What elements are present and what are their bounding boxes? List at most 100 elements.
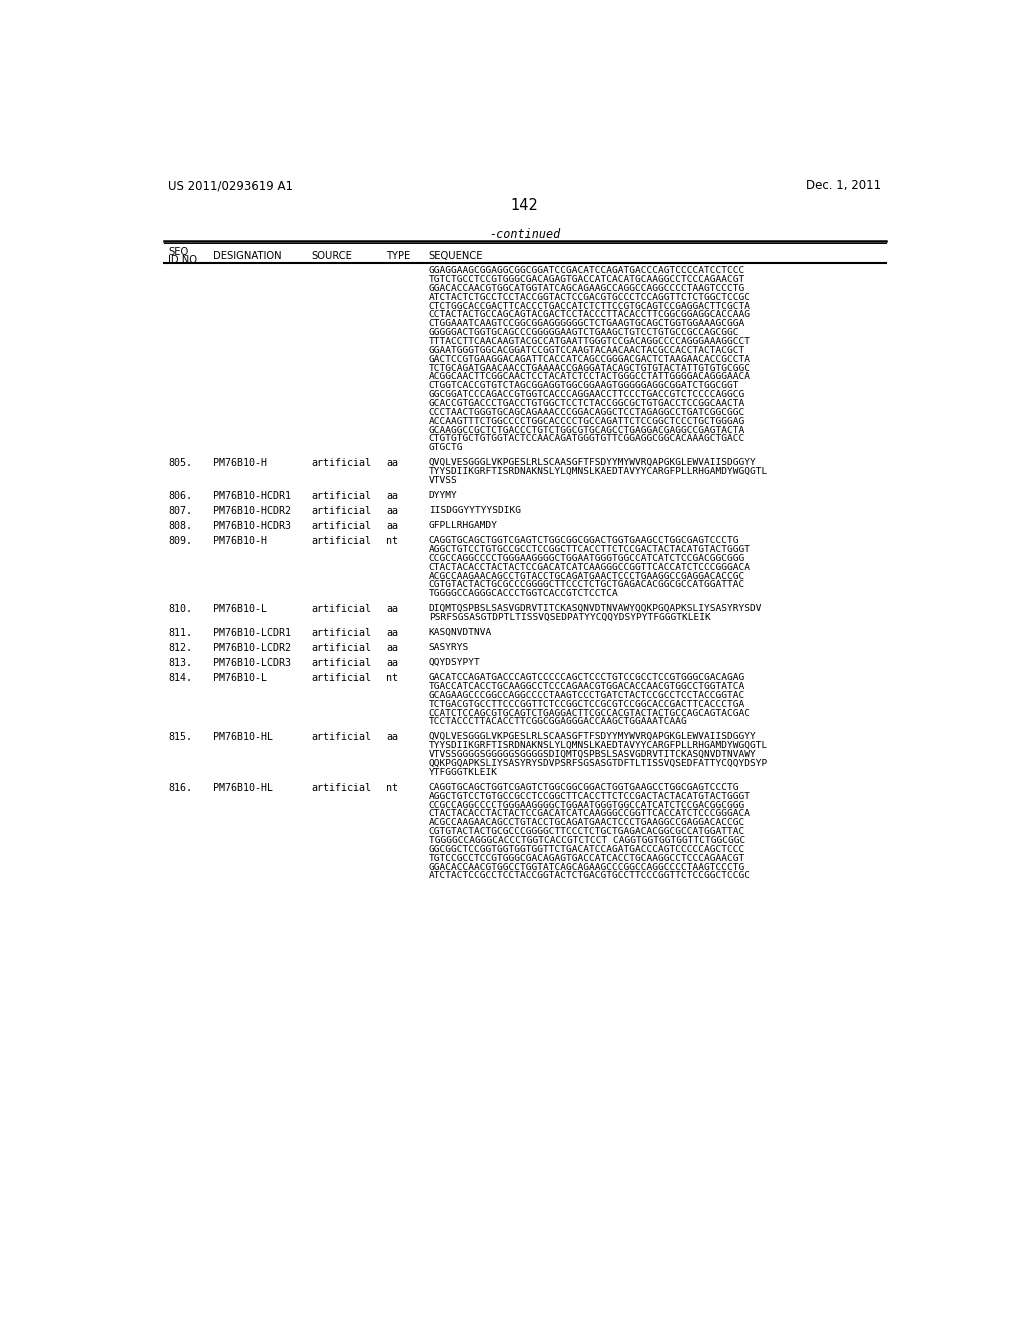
Text: TCCTACCCTTACACCTTCGGCGGAGGGACCAAGCTGGAAATCAAG: TCCTACCCTTACACCTTCGGCGGAGGGACCAAGCTGGAAA… [429, 718, 687, 726]
Text: 814.: 814. [168, 673, 193, 684]
Text: ACCAAGTTTCTGGCCCCTGGCACCCCTGCCAGATTCTCCGGCTCCCTGCTGGGAG: ACCAAGTTTCTGGCCCCTGGCACCCCTGCCAGATTCTCCG… [429, 417, 744, 426]
Text: aa: aa [386, 733, 398, 742]
Text: PSRFSGSASGTDPTLTISSVQSEDPATYYCQQYDSYPYTFGGGTKLЕIK: PSRFSGSASGTDPTLTISSVQSEDPATYYCQQYDSYPYTF… [429, 612, 711, 622]
Text: 805.: 805. [168, 458, 193, 469]
Text: TTTACCTTCAACAAGTACGCCATGAATTGGGTCCGACAGGCCCCAGGGAAAGGCCT: TTTACCTTCAACAAGTACGCCATGAATTGGGTCCGACAGG… [429, 337, 751, 346]
Text: SEQUENCE: SEQUENCE [429, 251, 483, 261]
Text: TGGGGCCAGGGCACCCTGGTCACCGTCTCCT CAGGTGGTGGTGGTTCTGGCGGC: TGGGGCCAGGGCACCCTGGTCACCGTCTCCT CAGGTGGT… [429, 836, 744, 845]
Text: GFPLLRHGAMDY: GFPLLRHGAMDY [429, 521, 498, 531]
Text: 810.: 810. [168, 605, 193, 614]
Text: GGCGGATCCCAGACCGTGGTCACCCAGGAACCTTCCCTGACCGTCTCCCCAGGCG: GGCGGATCCCAGACCGTGGTCACCCAGGAACCTTCCCTGA… [429, 391, 744, 399]
Text: TCTGACGTGCCTTCCCGGTTCTCCGGCTCCGCGTCCGGCACCGACTTCACCCTGA: TCTGACGTGCCTTCCCGGTTCTCCGGCTCCGCGTCCGGCA… [429, 700, 744, 709]
Text: Dec. 1, 2011: Dec. 1, 2011 [806, 180, 882, 193]
Text: QVQLVESGGGLVKPGESLRLSCAASGFTFSDYYMYWVRQAPGKGLEWVAIISDGGYY: QVQLVESGGGLVKPGESLRLSCAASGFTFSDYYMYWVRQA… [429, 458, 757, 467]
Text: aa: aa [386, 628, 398, 638]
Text: ACGGCAACTTCGGCAACTCCTACATCTCCTACTGGGCCTATTGGGGACAGGGAACA: ACGGCAACTTCGGCAACTCCTACATCTCCTACTGGGCCTA… [429, 372, 751, 381]
Text: GACATCCAGATGACCCAGTCCCCCAGCTCCCTGTCCGCCTCCGTGGGCGACAGAG: GACATCCAGATGACCCAGTCCCCCAGCTCCCTGTCCGCCT… [429, 673, 744, 682]
Text: TGTCTGCCTCCGTGGGCGACAGAGTGACCATCACATGCAAGGCCTCCCAGAACGT: TGTCTGCCTCCGTGGGCGACAGAGTGACCATCACATGCAA… [429, 275, 744, 284]
Text: aa: aa [386, 506, 398, 516]
Text: PM76B10-HCDR1: PM76B10-HCDR1 [213, 491, 291, 502]
Text: CGTGTACTACTGCGCCCGGGGCTTCCCTCTGCTGAGACACGGCGCCATGGATTAC: CGTGTACTACTGCGCCCGGGGCTTCCCTCTGCTGAGACAC… [429, 581, 744, 589]
Text: -continued: -continued [489, 227, 560, 240]
Text: ACGCCAAGAACAGCCTGTACCTGCAGATGAACTCCCTGAAGGCCGAGGACACCGC: ACGCCAAGAACAGCCTGTACCTGCAGATGAACTCCCTGAA… [429, 818, 744, 828]
Text: VTVSS: VTVSS [429, 477, 458, 484]
Text: GGAGGAAGCGGAGGCGGCGGATCCGACATCCAGATGACCCAGTCCCCATCCTCCC: GGAGGAAGCGGAGGCGGCGGATCCGACATCCAGATGACCC… [429, 267, 744, 275]
Text: 807.: 807. [168, 506, 193, 516]
Text: QQYDSYPYT: QQYDSYPYT [429, 659, 480, 667]
Text: artificial: artificial [311, 605, 372, 614]
Text: GGAATGGGTGGCACGGATCCGGTCCAAGTACAACAACTACGCCACCTACTACGCT: GGAATGGGTGGCACGGATCCGGTCCAAGTACAACAACTAC… [429, 346, 744, 355]
Text: TCTGCAGATGAACAACCTGAAAACCGAGGATACAGCTGTGTACTATTGTGTGCGGC: TCTGCAGATGAACAACCTGAAAACCGAGGATACAGCTGTG… [429, 363, 751, 372]
Text: 809.: 809. [168, 536, 193, 546]
Text: artificial: artificial [311, 673, 372, 684]
Text: 816.: 816. [168, 783, 193, 793]
Text: AGGCTGTCCTGTGCCGCCTCCGGCTTCACCTTCTCCGACTACTACATGTACTGGGT: AGGCTGTCCTGTGCCGCCTCCGGCTTCACCTTCTCCGACT… [429, 545, 751, 554]
Text: artificial: artificial [311, 733, 372, 742]
Text: CTACTACACCTACTACTCCGACATCATCAAGGGCCGGTTCACCATCTCCCGGGACA: CTACTACACCTACTACTCCGACATCATCAAGGGCCGGTTC… [429, 809, 751, 818]
Text: DIQMTQSPBSLSASVGDRVTITCKASQNVDTNVAWYQQKPGQAPKSLIYSASYRYSDV: DIQMTQSPBSLSASVGDRVTITCKASQNVDTNVAWYQQKP… [429, 605, 762, 614]
Text: PM76B10-LCDR1: PM76B10-LCDR1 [213, 628, 291, 638]
Text: SEQ: SEQ [168, 247, 188, 257]
Text: AGGCTGTCCTGTGCCGCCTCCGGCTTCACCTTCTCCGACTACTACATGTACTGGGT: AGGCTGTCCTGTGCCGCCTCCGGCTTCACCTTCTCCGACT… [429, 792, 751, 801]
Text: CTGGTCACCGTGTCTAGCGGAGGTGGCGGAAGTGGGGGAGGCGGATCTGGCGGT: CTGGTCACCGTGTCTAGCGGAGGTGGCGGAAGTGGGGGAG… [429, 381, 739, 391]
Text: 808.: 808. [168, 521, 193, 531]
Text: artificial: artificial [311, 783, 372, 793]
Text: CTCTGGCACCGACTTCACCCTGACCATCTCTTCCGTGCAGTCCGAGGACTTCGCTA: CTCTGGCACCGACTTCACCCTGACCATCTCTTCCGTGCAG… [429, 302, 751, 310]
Text: artificial: artificial [311, 659, 372, 668]
Text: GGCGGCTCCGGTGGTGGTGGTTCTGACATCCAGATGACCCAGTCCCCCAGCTCCC: GGCGGCTCCGGTGGTGGTGGTTCTGACATCCAGATGACCC… [429, 845, 744, 854]
Text: artificial: artificial [311, 458, 372, 469]
Text: GCACCGTGACCCTGACCTGTGGCTCCTCTACCGGCGCTGTGACCTCCGGCAACTA: GCACCGTGACCCTGACCTGTGGCTCCTCTACCGGCGCTGT… [429, 399, 744, 408]
Text: 806.: 806. [168, 491, 193, 502]
Text: TGTCCGCCTCCGTGGGCGACAGAGTGACCATCACCTGCAAGGCCTCCCAGAACGT: TGTCCGCCTCCGTGGGCGACAGAGTGACCATCACCTGCAA… [429, 854, 744, 863]
Text: aa: aa [386, 605, 398, 614]
Text: PM76B10-L: PM76B10-L [213, 673, 267, 684]
Text: GCAGAAGCCCGGCCAGGCCCCTAAGTCCCTGATCTACTCCGCCTCCTACCGGTAC: GCAGAAGCCCGGCCAGGCCCCTAAGTCCCTGATCTACTCC… [429, 690, 744, 700]
Text: TYYSDIIKGRFTISRDNAKNSLYLQMNSLKAEDTAVYYCARGFPLLRHGAMDYWGQGTL: TYYSDIIKGRFTISRDNAKNSLYLQMNSLKAEDTAVYYCA… [429, 742, 768, 750]
Text: CTACTACACCTACTACTCCGACATCATCAAGGGCCGGTTCACCATCTCCCGGGACA: CTACTACACCTACTACTCCGACATCATCAAGGGCCGGTTC… [429, 562, 751, 572]
Text: IISDGGYYTYYSDIKG: IISDGGYYTYYSDIKG [429, 506, 520, 515]
Text: nt: nt [386, 783, 398, 793]
Text: 812.: 812. [168, 643, 193, 653]
Text: CCGCCAGGCCCCTGGGAAGGGGCTGGAATGGGTGGCCATCATCTCCGACGGCGGG: CCGCCAGGCCCCTGGGAAGGGGCTGGAATGGGTGGCCATC… [429, 800, 744, 809]
Text: PM76B10-H: PM76B10-H [213, 536, 267, 546]
Text: artificial: artificial [311, 521, 372, 531]
Text: aa: aa [386, 659, 398, 668]
Text: TGACCATCACCTGCAAGGCCTCCCAGAACGTGGACACCAACGTGGCCTGGTATCA: TGACCATCACCTGCAAGGCCTCCCAGAACGTGGACACCAA… [429, 682, 744, 690]
Text: VTVSSGGGGSGGGGGSGGGGSDIQMTQSPBSLSASVGDRVTITCKASQNVDTNVAWY: VTVSSGGGGSGGGGGSGGGGSDIQMTQSPBSLSASVGDRV… [429, 750, 757, 759]
Text: TYPE: TYPE [386, 251, 411, 261]
Text: aa: aa [386, 491, 398, 502]
Text: CTGTGTGCTGTGGTACTCCAACAGATGGGTGTTCGGAGGCGGCACAAAGCTGACC: CTGTGTGCTGTGGTACTCCAACAGATGGGTGTTCGGAGGC… [429, 434, 744, 444]
Text: artificial: artificial [311, 536, 372, 546]
Text: aa: aa [386, 458, 398, 469]
Text: PM76B10-H: PM76B10-H [213, 458, 267, 469]
Text: CAGGTGCAGCTGGTCGAGTCTGGCGGCGGACTGGTGAAGCCTGGCGAGTCCCTG: CAGGTGCAGCTGGTCGAGTCTGGCGGCGGACTGGTGAAGC… [429, 783, 739, 792]
Text: ATCTACTCTGCCTCCTACCGGTACTCCGACGTGCCCTCCAGGTTCTCTGGCTCCGC: ATCTACTCTGCCTCCTACCGGTACTCCGACGTGCCCTCCA… [429, 293, 751, 302]
Text: PM76B10-LCDR2: PM76B10-LCDR2 [213, 643, 291, 653]
Text: GACTCCGTGAAGGACAGATTCACCATCAGCCGGGACGACTCTAAGAACACCGCCTA: GACTCCGTGAAGGACAGATTCACCATCAGCCGGGACGACT… [429, 355, 751, 364]
Text: PM76B10-L: PM76B10-L [213, 605, 267, 614]
Text: PM76B10-HCDR3: PM76B10-HCDR3 [213, 521, 291, 531]
Text: CTGGAAATCAAGTCCGGCGGAGGGGGGCTCTGAAGTGCAGCTGGTGGAAAGCGGA: CTGGAAATCAAGTCCGGCGGAGGGGGGCTCTGAAGTGCAG… [429, 319, 744, 329]
Text: PM76B10-HL: PM76B10-HL [213, 733, 273, 742]
Text: QVQLVESGGGLVKPGESLRLSCAASGFTFSDYYMYWVRQAPGKGLEWVAIISDGGYY: QVQLVESGGGLVKPGESLRLSCAASGFTFSDYYMYWVRQA… [429, 733, 757, 742]
Text: CCTACTACTGCCAGCAGTACGACTCCTACCCTTACACCTTCGGCGGAGGCACCAAG: CCTACTACTGCCAGCAGTACGACTCCTACCCTTACACCTT… [429, 310, 751, 319]
Text: ID NO.: ID NO. [168, 255, 200, 264]
Text: nt: nt [386, 536, 398, 546]
Text: YTFGGGTKLЕIK: YTFGGGTKLЕIK [429, 768, 498, 777]
Text: PM76B10-HCDR2: PM76B10-HCDR2 [213, 506, 291, 516]
Text: TGGGGCCAGGGCACCCTGGTCACCGTCTCCTCA: TGGGGCCAGGGCACCCTGGTCACCGTCTCCTCA [429, 589, 618, 598]
Text: QQKPGQAPKSLIYSASYRYSDVPSRFSGSASGTDFTLTISSVQSEDFATTYCQQYDSYP: QQKPGQAPKSLIYSASYRYSDVPSRFSGSASGTDFTLTIS… [429, 759, 768, 768]
Text: DYYMY: DYYMY [429, 491, 458, 500]
Text: aa: aa [386, 521, 398, 531]
Text: GGACACCAACGTGGCCTGGTATCAGCAGAAGCCCGGCCAGGCCCCTAAGTCCCTG: GGACACCAACGTGGCCTGGTATCAGCAGAAGCCCGGCCAG… [429, 862, 744, 871]
Text: US 2011/0293619 A1: US 2011/0293619 A1 [168, 180, 293, 193]
Text: DESIGNATION: DESIGNATION [213, 251, 282, 261]
Text: GCAAGGCCGCTCTGACCCTGTCTGGCGTGCAGCCTGAGGACGAGGCCGAGTACTA: GCAAGGCCGCTCTGACCCTGTCTGGCGTGCAGCCTGAGGA… [429, 425, 744, 434]
Text: artificial: artificial [311, 506, 372, 516]
Text: aa: aa [386, 643, 398, 653]
Text: CGTGTACTACTGCGCCCGGGGCTTCCCTCTGCTGAGACACGGCGCCATGGATTAC: CGTGTACTACTGCGCCCGGGGCTTCCCTCTGCTGAGACAC… [429, 828, 744, 836]
Text: SOURCE: SOURCE [311, 251, 352, 261]
Text: 815.: 815. [168, 733, 193, 742]
Text: CCGCCAGGCCCCTGGGAAGGGGCTGGAATGGGTGGCCATCATCTCCGACGGCGGG: CCGCCAGGCCCCTGGGAAGGGGCTGGAATGGGTGGCCATC… [429, 554, 744, 562]
Text: PM76B10-HL: PM76B10-HL [213, 783, 273, 793]
